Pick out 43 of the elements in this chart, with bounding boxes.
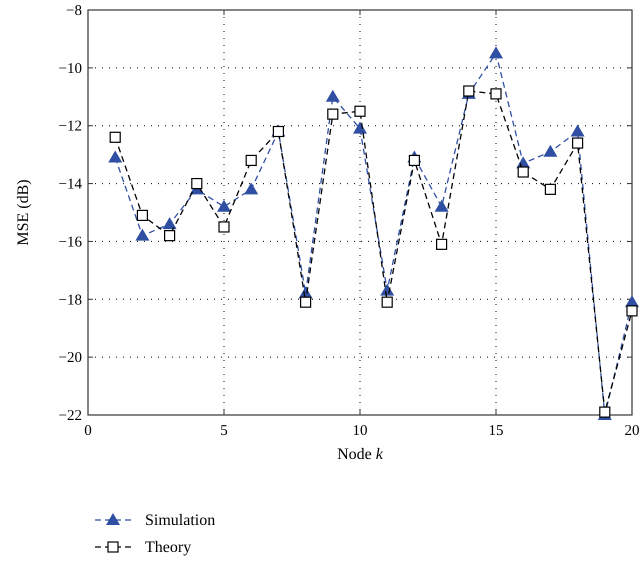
point: [326, 90, 340, 102]
x-tick-label: 10: [352, 423, 368, 439]
y-tick-label: −22: [58, 408, 82, 424]
point: [626, 305, 638, 316]
y-tick-label: −18: [58, 292, 82, 308]
y-tick-label: −14: [58, 176, 82, 193]
x-tick-label: 20: [624, 423, 640, 439]
x-tick-label: 5: [220, 423, 228, 439]
point: [570, 124, 585, 136]
y-tick-label: −10: [58, 60, 82, 77]
point: [543, 144, 558, 157]
point: [246, 154, 257, 166]
legend-label: Theory: [145, 539, 192, 556]
x-tick-label: 0: [84, 423, 92, 439]
point: [572, 137, 584, 149]
point: [518, 166, 529, 178]
point: [489, 46, 503, 58]
point: [544, 184, 556, 195]
y-axis-title: MSE (dB): [15, 179, 32, 246]
point: [382, 296, 393, 308]
point: [162, 217, 177, 230]
point: [191, 178, 202, 190]
legend-label: Simulation: [145, 512, 216, 529]
x-axis-title: Node k: [337, 446, 384, 463]
point: [434, 200, 449, 212]
x-tick-label: 15: [488, 423, 504, 439]
y-tick-label: −16: [58, 234, 82, 250]
point: [108, 150, 122, 163]
point: [218, 221, 230, 233]
point: [300, 296, 312, 308]
point: [135, 228, 150, 241]
point: [490, 88, 502, 100]
point: [354, 106, 366, 117]
point: [436, 238, 448, 250]
y-tick-label: −12: [58, 118, 82, 135]
point: [408, 154, 420, 166]
y-tick-label: −8: [66, 3, 82, 19]
y-tick-label: −20: [58, 350, 82, 366]
point: [217, 200, 231, 212]
point: [244, 182, 258, 194]
point: [353, 122, 367, 134]
point: [327, 108, 338, 120]
point: [136, 210, 148, 221]
